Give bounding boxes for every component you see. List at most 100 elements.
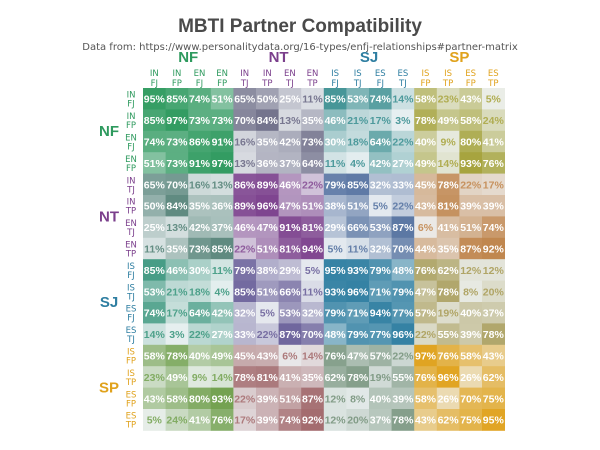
heatmap-cell — [278, 173, 302, 196]
heatmap-cell — [436, 109, 460, 132]
cell-value-label: 51% — [302, 201, 324, 213]
heatmap-cell — [210, 323, 234, 346]
heatmap-cell — [278, 323, 302, 346]
column-group-label: SP — [449, 49, 469, 66]
cell-value-label: 64% — [370, 137, 392, 149]
heatmap-cell — [143, 387, 166, 410]
cell-value-label: 43% — [144, 393, 166, 405]
heatmap-cell — [459, 216, 483, 239]
column-label: FJ — [151, 79, 158, 89]
heatmap-cell — [414, 88, 438, 110]
cell-value-label: 27% — [212, 329, 234, 341]
cell-value-label: 85% — [234, 286, 256, 298]
row-label: FJ — [127, 143, 134, 153]
heatmap-cell — [414, 366, 438, 388]
heatmap-cell — [346, 195, 370, 217]
heatmap-cell — [436, 237, 460, 260]
cell-value-label: 87% — [279, 329, 301, 341]
heatmap-cell — [369, 216, 392, 239]
cell-value-label: 22% — [302, 179, 324, 191]
row-label: EN — [125, 219, 137, 229]
heatmap-cell — [459, 195, 483, 217]
cell-value-label: 95% — [483, 415, 505, 427]
cell-value-label: 5% — [373, 201, 389, 213]
heatmap-cell — [210, 173, 234, 196]
cell-value-label: 53% — [347, 94, 369, 106]
cell-value-label: 58% — [144, 351, 166, 363]
cell-value-label: 32% — [302, 308, 324, 320]
heatmap-cell — [233, 387, 257, 410]
cell-value-label: 36% — [212, 201, 234, 213]
heatmap-cell — [346, 216, 370, 239]
cell-value-label: 12% — [325, 415, 347, 427]
row-label: ES — [126, 412, 137, 422]
heatmap-cell — [233, 259, 257, 281]
cell-value-label: 62% — [483, 372, 505, 384]
heatmap-cell — [165, 237, 189, 260]
heatmap-cell — [278, 216, 302, 239]
heatmap-cell — [301, 323, 325, 346]
cell-value-label: 97% — [415, 351, 437, 363]
heatmap-cell — [210, 344, 234, 367]
heatmap-cell — [278, 237, 302, 260]
cell-value-label: 46% — [325, 115, 347, 127]
cell-value-label: 57% — [370, 351, 392, 363]
cell-value-label: 37% — [279, 158, 301, 170]
row-label: IN — [127, 112, 136, 122]
heatmap-cell — [301, 409, 325, 431]
cell-value-label: 46% — [166, 265, 188, 277]
heatmap-cell — [414, 173, 438, 196]
heatmap-cell — [210, 237, 234, 260]
heatmap-cell — [165, 409, 189, 431]
column-label: EN — [194, 69, 206, 79]
heatmap-cell — [143, 280, 166, 303]
heatmap-cell — [391, 409, 415, 431]
heatmap-cell — [233, 280, 257, 303]
heatmap-cell — [256, 387, 279, 410]
cell-value-label: 51% — [144, 158, 166, 170]
heatmap-cell — [323, 302, 347, 324]
heatmap-cell — [143, 152, 166, 174]
cell-value-label: 43% — [415, 415, 437, 427]
row-label: TJ — [126, 228, 135, 238]
cell-value-label: 95% — [325, 265, 347, 277]
heatmap-cell — [436, 216, 460, 239]
row-label: EN — [125, 241, 137, 251]
cell-value-label: 43% — [483, 351, 505, 363]
cell-value-label: 64% — [189, 308, 211, 320]
heatmap-cell — [188, 195, 212, 217]
cell-value-label: 16% — [189, 179, 211, 191]
cell-value-label: 39% — [257, 415, 279, 427]
cell-value-label: 37% — [212, 222, 234, 234]
cell-value-label: 84% — [257, 115, 279, 127]
heatmap-cell — [165, 387, 189, 410]
column-label: TP — [261, 79, 272, 89]
cell-value-label: 35% — [302, 115, 324, 127]
heatmap-cell — [369, 409, 392, 431]
heatmap-cell — [323, 109, 347, 132]
heatmap-cell — [482, 302, 505, 324]
heatmap-cell — [436, 173, 460, 196]
cell-value-label: 40% — [370, 393, 392, 405]
heatmap-cell — [346, 109, 370, 132]
row-label: FJ — [127, 314, 134, 324]
column-label: FP — [420, 79, 430, 89]
heatmap-cell — [301, 302, 325, 324]
heatmap-cell — [391, 259, 415, 281]
cell-value-label: 87% — [302, 393, 324, 405]
heatmap-cell — [391, 344, 415, 367]
heatmap-cell — [346, 152, 370, 174]
cell-value-label: 53% — [370, 222, 392, 234]
cell-value-label: 39% — [460, 201, 482, 213]
cell-value-label: 58% — [415, 393, 437, 405]
heatmap-cell — [369, 109, 392, 132]
cell-value-label: 22% — [234, 244, 256, 256]
column-group-label: NF — [178, 49, 198, 66]
cell-value-label: 39% — [392, 393, 414, 405]
heatmap-cell — [278, 344, 302, 367]
heatmap-cell — [165, 366, 189, 388]
row-label: TJ — [126, 185, 135, 195]
heatmap-cell — [369, 344, 392, 367]
heatmap-cell — [233, 195, 257, 217]
